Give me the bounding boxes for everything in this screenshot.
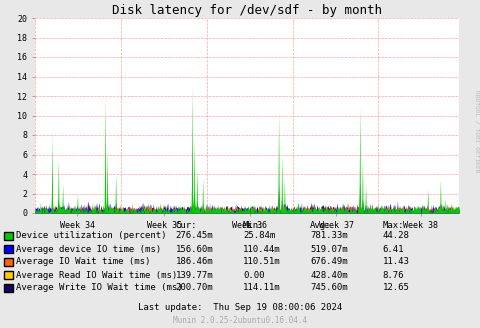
Text: 8.76: 8.76	[382, 271, 403, 279]
Text: 139.77m: 139.77m	[175, 271, 213, 279]
Text: 519.07m: 519.07m	[310, 244, 347, 254]
Text: 110.51m: 110.51m	[242, 257, 280, 266]
Text: Last update:  Thu Sep 19 08:00:06 2024: Last update: Thu Sep 19 08:00:06 2024	[138, 303, 342, 312]
Text: 676.49m: 676.49m	[310, 257, 347, 266]
Text: RRDTOOL / TOBI OETIKER: RRDTOOL / TOBI OETIKER	[474, 90, 479, 173]
Text: Average IO Wait time (ms): Average IO Wait time (ms)	[16, 257, 150, 266]
Text: 428.40m: 428.40m	[310, 271, 347, 279]
Text: Max:: Max:	[382, 221, 403, 230]
Text: Average Read IO Wait time (ms): Average Read IO Wait time (ms)	[16, 271, 177, 279]
Text: 0.00: 0.00	[242, 271, 264, 279]
Text: 6.41: 6.41	[382, 244, 403, 254]
Text: Cur:: Cur:	[175, 221, 197, 230]
Text: Average Write IO Wait time (ms): Average Write IO Wait time (ms)	[16, 283, 182, 293]
Text: 276.45m: 276.45m	[175, 232, 213, 240]
Text: 25.84m: 25.84m	[242, 232, 275, 240]
Text: 12.65: 12.65	[382, 283, 408, 293]
Text: 781.33m: 781.33m	[310, 232, 347, 240]
Text: 200.70m: 200.70m	[175, 283, 213, 293]
Text: 156.60m: 156.60m	[175, 244, 213, 254]
Text: 11.43: 11.43	[382, 257, 408, 266]
Text: Average device IO time (ms): Average device IO time (ms)	[16, 244, 161, 254]
Text: Avg:: Avg:	[310, 221, 331, 230]
Text: 186.46m: 186.46m	[175, 257, 213, 266]
Text: Munin 2.0.25-2ubuntu0.16.04.4: Munin 2.0.25-2ubuntu0.16.04.4	[173, 316, 307, 325]
Text: 110.44m: 110.44m	[242, 244, 280, 254]
Text: Device utilization (percent): Device utilization (percent)	[16, 232, 166, 240]
Text: 44.28: 44.28	[382, 232, 408, 240]
Text: 745.60m: 745.60m	[310, 283, 347, 293]
Title: Disk latency for /dev/sdf - by month: Disk latency for /dev/sdf - by month	[112, 4, 381, 17]
Text: Min:: Min:	[242, 221, 264, 230]
Text: 114.11m: 114.11m	[242, 283, 280, 293]
